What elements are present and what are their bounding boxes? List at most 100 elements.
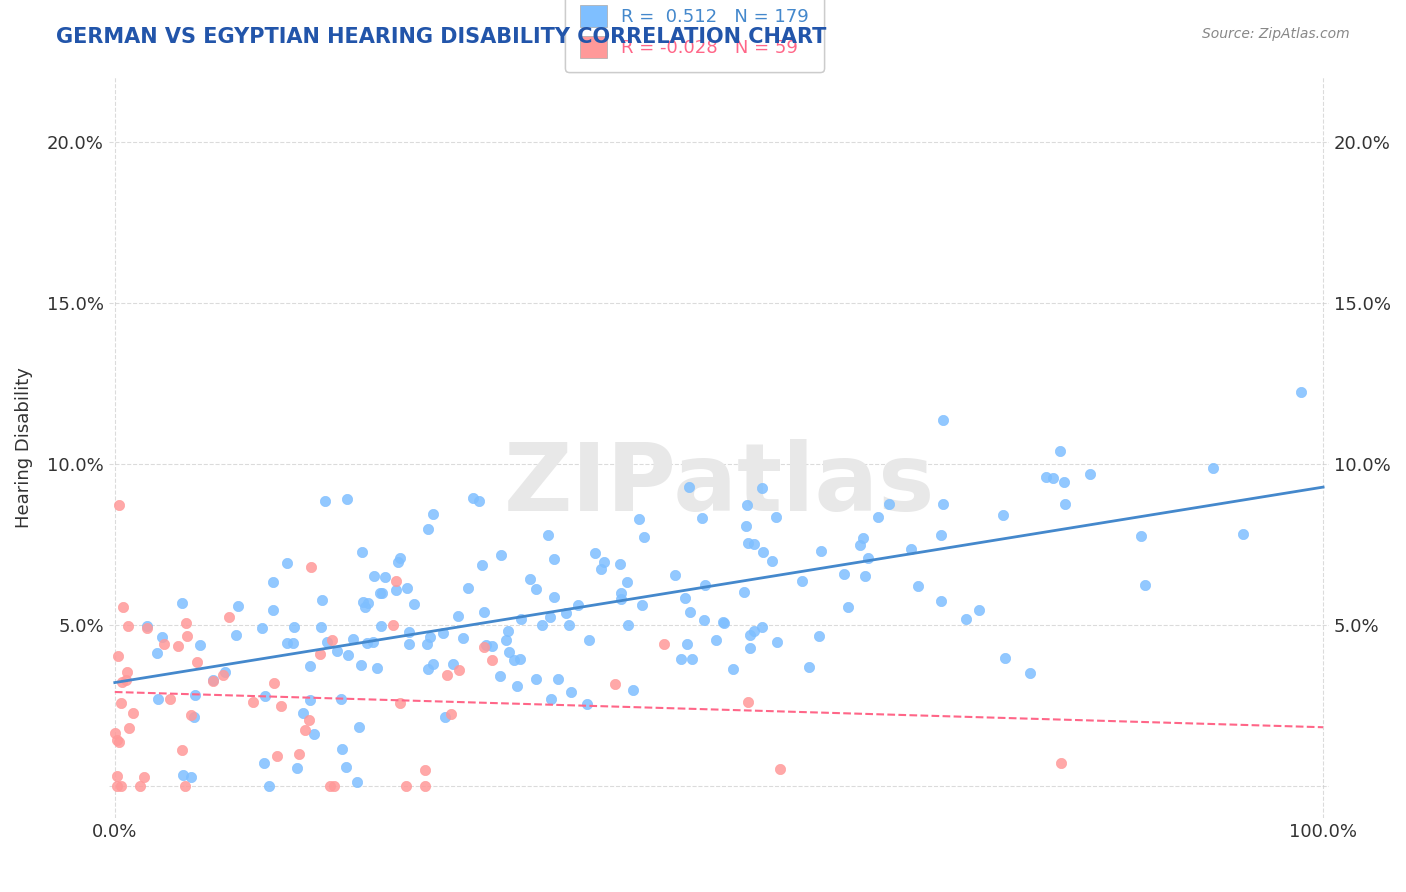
Point [184, 688, 207, 702]
Point [441, 657, 464, 672]
Point [463, 491, 485, 505]
Point [346, 774, 368, 789]
Point [543, 591, 565, 605]
Point [294, 723, 316, 738]
Point [389, 551, 412, 566]
Point [955, 612, 977, 626]
Point [693, 577, 716, 591]
Point [530, 617, 553, 632]
Point [321, 632, 343, 647]
Point [308, 647, 330, 661]
Point [1291, 384, 1313, 399]
Point [751, 481, 773, 495]
Point [610, 592, 633, 607]
Point [752, 545, 775, 559]
Point [266, 749, 288, 764]
Point [633, 530, 655, 544]
Point [330, 742, 353, 756]
Point [856, 551, 879, 566]
Point [122, 706, 145, 720]
Point [832, 566, 855, 581]
Point [931, 528, 953, 542]
Point [605, 677, 627, 691]
Point [242, 695, 264, 709]
Point [350, 657, 373, 672]
Point [766, 635, 789, 649]
Point [384, 574, 406, 589]
Point [170, 596, 193, 610]
Point [357, 596, 380, 610]
Point [557, 618, 579, 632]
Point [285, 760, 308, 774]
Point [170, 743, 193, 757]
Point [188, 638, 211, 652]
Point [502, 653, 524, 667]
Point [422, 657, 444, 671]
Point [315, 635, 337, 649]
Point [472, 605, 495, 619]
Legend: R =  0.512   N = 179, R = -0.028   N = 59: R = 0.512 N = 179, R = -0.028 N = 59 [565, 0, 824, 72]
Point [337, 648, 360, 662]
Point [135, 619, 157, 633]
Point [1049, 444, 1071, 458]
Text: ZIPatlas: ZIPatlas [503, 439, 935, 531]
Point [932, 413, 955, 427]
Point [136, 621, 159, 635]
Point [808, 629, 831, 643]
Point [560, 684, 582, 698]
Point [837, 600, 859, 615]
Point [738, 640, 761, 655]
Point [652, 637, 675, 651]
Point [201, 673, 224, 688]
Point [733, 584, 755, 599]
Point [111, 675, 134, 690]
Point [176, 616, 198, 631]
Point [134, 770, 156, 784]
Point [765, 509, 787, 524]
Point [1042, 471, 1064, 485]
Point [211, 668, 233, 682]
Point [416, 637, 439, 651]
Point [385, 582, 408, 597]
Point [1133, 578, 1156, 592]
Point [398, 637, 420, 651]
Point [1080, 467, 1102, 481]
Point [283, 635, 305, 649]
Point [690, 511, 713, 525]
Point [276, 636, 298, 650]
Point [326, 644, 349, 658]
Point [627, 512, 650, 526]
Point [166, 639, 188, 653]
Y-axis label: Hearing Disability: Hearing Disability [15, 368, 32, 528]
Point [112, 600, 135, 615]
Point [270, 699, 292, 714]
Point [107, 649, 129, 664]
Point [107, 734, 129, 748]
Point [298, 713, 321, 727]
Point [117, 722, 139, 736]
Point [713, 615, 735, 630]
Point [510, 612, 533, 626]
Point [737, 536, 759, 550]
Point [366, 660, 388, 674]
Point [519, 572, 541, 586]
Point [381, 617, 404, 632]
Point [1232, 526, 1254, 541]
Point [538, 610, 561, 624]
Point [575, 697, 598, 711]
Point [967, 603, 990, 617]
Point [471, 558, 494, 572]
Point [262, 603, 284, 617]
Point [616, 575, 638, 590]
Point [262, 575, 284, 590]
Point [342, 632, 364, 647]
Point [253, 756, 276, 771]
Point [669, 651, 692, 665]
Point [276, 557, 298, 571]
Point [769, 762, 792, 776]
Point [735, 519, 758, 533]
Point [799, 660, 821, 674]
Point [354, 599, 377, 614]
Point [1035, 469, 1057, 483]
Point [292, 706, 315, 721]
